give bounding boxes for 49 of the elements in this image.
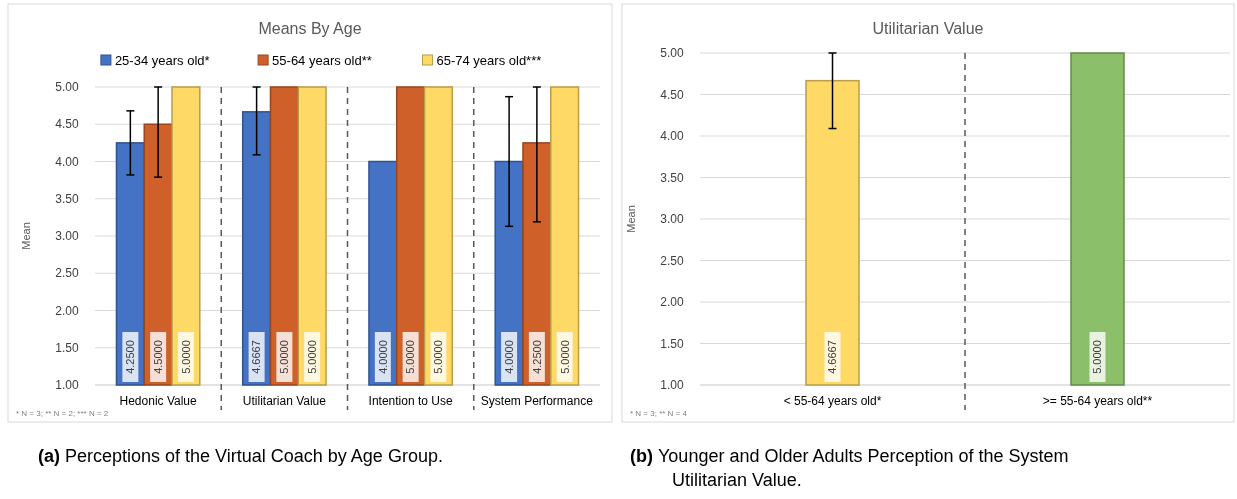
data-label: 4.5000	[151, 340, 164, 374]
y-tick-label: 3.50	[55, 191, 79, 206]
data-label: 5.0000	[179, 340, 192, 374]
y-tick-label: 3.50	[660, 170, 684, 185]
data-label: 4.2500	[124, 340, 137, 374]
y-tick-label: 2.00	[55, 303, 79, 318]
text: (b) Younger and Older Adults Perception of the System Utilitarian Value.	[630, 446, 1069, 490]
y-tick-label: 5.00	[660, 46, 684, 61]
text: (a) Perceptions of the Virtual Coach by Age Group.	[38, 446, 443, 466]
data-label: 5.0000	[558, 340, 571, 374]
data-label: 5.0000	[306, 340, 318, 374]
data-label: 4.6667	[826, 340, 839, 374]
y-tick-label: 3.00	[660, 212, 684, 227]
chart-title: Means By Age	[258, 20, 362, 37]
x-tick-label: System Performance	[480, 394, 594, 408]
data-label: 5.0000	[432, 340, 445, 374]
x-tick-label: Utilitarian Value	[242, 394, 327, 408]
data-label: 4.0000	[376, 340, 389, 374]
y-tick-label: 1.50	[55, 340, 79, 355]
y-tick-label: 5.00	[55, 80, 79, 95]
y-tick-label: 1.50	[660, 336, 684, 351]
data-label: 4.6667	[250, 340, 263, 374]
data-label: 4.0000	[502, 340, 515, 374]
data-label: 4.2500	[530, 340, 543, 374]
y-axis-title: Mean	[625, 205, 637, 233]
x-tick-label: Hedonic Value	[119, 394, 198, 408]
y-tick-label: 4.00	[660, 129, 684, 144]
text: * N = 3; ** N = 2; *** N = 2	[16, 409, 109, 418]
text: * N = 3; ** N = 4	[630, 409, 688, 418]
x-tick-label: >= 55-64 years old**	[1042, 394, 1153, 408]
x-tick-label: Intention to Use	[368, 394, 453, 408]
y-tick-label: 4.00	[55, 154, 79, 169]
y-tick-label: 4.50	[660, 87, 684, 102]
legend-label: 65-74 years old***	[436, 52, 542, 68]
chart-title: Utilitarian Value	[872, 20, 984, 37]
y-tick-label: 2.00	[660, 295, 684, 310]
legend-label: 55-64 years old**	[272, 52, 372, 68]
y-tick-label: 3.00	[55, 229, 79, 244]
y-axis-title: Mean	[20, 222, 32, 250]
y-tick-label: 1.00	[55, 378, 79, 393]
y-tick-label: 2.50	[660, 253, 684, 268]
y-tick-label: 2.50	[55, 266, 79, 281]
y-tick-label: 4.50	[55, 117, 79, 132]
y-tick-label: 1.00	[660, 378, 684, 393]
data-label: 5.0000	[404, 340, 417, 374]
data-label: 5.0000	[278, 340, 291, 374]
data-label: 5.0000	[1091, 340, 1104, 374]
legend-label: 25-34 years old*	[114, 52, 210, 68]
x-tick-label: < 55-64 years old*	[783, 394, 882, 408]
